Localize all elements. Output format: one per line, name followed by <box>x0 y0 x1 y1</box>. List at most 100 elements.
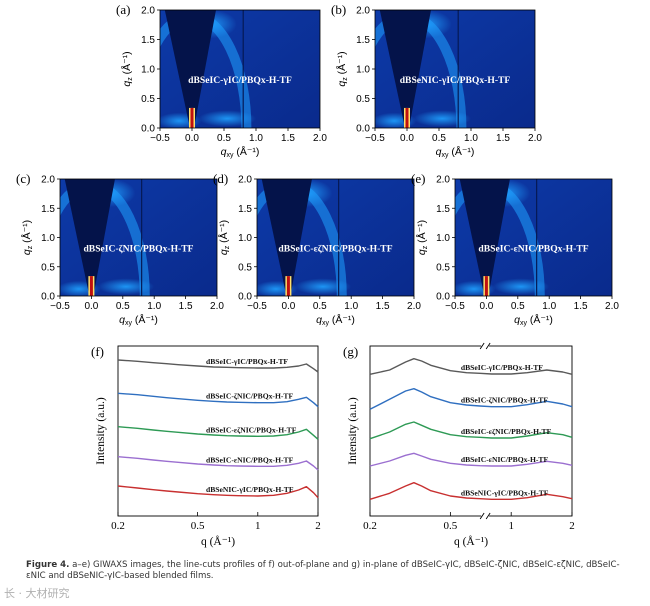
y-axis-title: qz (Å⁻¹) <box>217 220 231 255</box>
series-line <box>369 452 573 467</box>
y-tick-label: 1.0 <box>41 233 55 244</box>
y-axis-title: qz (Å⁻¹) <box>415 220 429 255</box>
y-tick-label: 1.0 <box>238 233 252 244</box>
caption-label: Figure 4. <box>26 560 70 570</box>
series-label: dBSeIC-εNIC/PBQx-H-TF <box>461 455 549 464</box>
missing-wedge <box>261 179 312 296</box>
y-tick-label: 1.0 <box>436 233 450 244</box>
x-tick-label: 1.5 <box>281 133 295 144</box>
giwaxs-map <box>257 179 414 296</box>
series-label: dBSeIC-εNIC/PBQx-H-TF <box>206 455 294 464</box>
panel-letter: (e) <box>411 171 425 186</box>
y-tick-label: 1.5 <box>436 204 450 215</box>
specular-core <box>190 107 194 128</box>
y-axis-title: qz (Å⁻¹) <box>120 51 134 86</box>
x-tick-label: 0.0 <box>185 133 199 144</box>
series-label: dBSeNIC-γIC/PBQx-H-TF <box>461 488 549 497</box>
axis-break-mark <box>485 512 491 520</box>
giwaxs-panel-2: dBSeIC-ζNIC/PBQx-H-TF(c)−0.5 0.0 0.5 1.0 1.5… <box>16 171 224 327</box>
x-tick-label: 0.5 <box>444 520 458 532</box>
series-label: dBSeIC-γIC/PBQx-H-TF <box>461 363 543 372</box>
x-tick-label: 0.0 <box>479 301 493 312</box>
scattering-glow <box>492 278 550 295</box>
missing-wedge <box>64 179 115 296</box>
axis-break-gap <box>481 343 490 349</box>
scattering-glow <box>198 110 256 127</box>
missing-wedge <box>379 10 431 128</box>
scattering-glow <box>294 278 352 295</box>
specular-core <box>286 276 290 296</box>
scattering-glow <box>97 278 155 295</box>
line-chart-1: (g) dBSeIC-γIC/PBQx-H-TF dBSeIC-ζNIC/PBQx-… <box>343 342 575 548</box>
giwaxs-map <box>375 10 535 128</box>
y-tick-label: 0.5 <box>238 262 252 273</box>
y-tick-label: 0.5 <box>41 262 55 273</box>
panel-letter: (f) <box>91 344 104 359</box>
specular-core <box>89 276 93 296</box>
series-line <box>117 456 319 471</box>
y-tick-label: 2.0 <box>356 6 370 17</box>
x-tick-label: 1 <box>255 520 261 532</box>
x-tick-label: 2 <box>569 520 575 532</box>
x-tick-label: 2.0 <box>313 133 327 144</box>
x-tick-label: 0.5 <box>313 301 327 312</box>
x-tick-label: 1.0 <box>542 301 556 312</box>
series-label: dBSeNIC-γIC/PBQx-H-TF <box>206 485 294 494</box>
x-tick-label: −0.5 <box>50 301 70 312</box>
x-axis-title: qxy (Å⁻¹) <box>436 145 475 159</box>
x-axis-title: qxy (Å⁻¹) <box>514 313 553 327</box>
series-label: dBSeIC-ζNIC/PBQx-H-TF <box>461 396 548 405</box>
x-tick-label: 0.5 <box>116 301 130 312</box>
giwaxs-map <box>160 10 320 128</box>
plot-frame <box>369 345 573 517</box>
series-line <box>369 358 573 375</box>
scattering-glow <box>413 110 472 127</box>
series-label: dBSeIC-ζNIC/PBQx-H-TF <box>206 392 293 401</box>
x-tick-label: 0.5 <box>432 133 446 144</box>
y-tick-label: 0.0 <box>41 292 55 303</box>
series-label: dBSeIC-εζNIC/PBQx-H-TF <box>206 425 297 434</box>
x-axis-title: q (Å⁻¹) <box>201 534 235 548</box>
x-tick-label: 2.0 <box>407 301 421 312</box>
giwaxs-panel-4: dBSeIC-εNIC/PBQx-H-TF(e)−0.5 0.0 0.5 1.0 1.5… <box>411 171 619 327</box>
y-tick-label: 0.5 <box>436 262 450 273</box>
x-tick-label: 1 <box>508 520 514 532</box>
panel-letter: (g) <box>343 344 358 359</box>
axis-break-mark <box>485 342 491 350</box>
y-axis-title: qz (Å⁻¹) <box>335 51 349 86</box>
series-line <box>369 421 573 440</box>
specular-core <box>484 276 488 296</box>
axis-break-mark <box>479 342 485 350</box>
x-tick-label: 1.0 <box>147 301 161 312</box>
x-axis-title: qxy (Å⁻¹) <box>221 145 260 159</box>
x-tick-label: 0.5 <box>191 520 205 532</box>
x-tick-label: −0.5 <box>247 301 267 312</box>
specular-core <box>405 107 409 128</box>
panel-letter: (d) <box>213 171 228 186</box>
x-tick-label: 0.2 <box>363 520 377 532</box>
watermark: 长 · 大材研究 <box>4 587 70 600</box>
y-tick-label: 0.0 <box>141 124 155 135</box>
series-label: dBSeIC-εζNIC/PBQx-H-TF <box>461 427 552 436</box>
series-line <box>117 392 319 408</box>
x-tick-label: 0.5 <box>217 133 231 144</box>
sample-label: dBSeIC-γIC/PBQx-H-TF <box>188 75 292 86</box>
y-tick-label: 0.0 <box>356 124 370 135</box>
y-axis-title: qz (Å⁻¹) <box>20 220 34 255</box>
x-tick-label: −0.5 <box>150 133 170 144</box>
sample-label: dBSeIC-εζNIC/PBQx-H-TF <box>278 244 392 255</box>
series-label: dBSeIC-γIC/PBQx-H-TF <box>206 357 288 366</box>
series-line <box>117 426 319 440</box>
giwaxs-panel-3: dBSeIC-εζNIC/PBQx-H-TF(d)−0.5 0.0 0.5 1.0 1.… <box>213 171 421 327</box>
y-tick-label: 1.5 <box>41 204 55 215</box>
y-tick-label: 1.5 <box>356 35 370 46</box>
y-tick-label: 1.5 <box>238 204 252 215</box>
y-tick-label: 0.0 <box>436 292 450 303</box>
x-tick-label: 1.0 <box>464 133 478 144</box>
line-chart-0: (f) dBSeIC-γIC/PBQx-H-TF dBSeIC-ζNIC/PBQx-… <box>91 344 321 548</box>
x-axis-title: qxy (Å⁻¹) <box>316 313 355 327</box>
panel-letter: (a) <box>116 2 130 17</box>
y-tick-label: 0.5 <box>356 94 370 105</box>
x-axis-title: q (Å⁻¹) <box>454 534 488 548</box>
